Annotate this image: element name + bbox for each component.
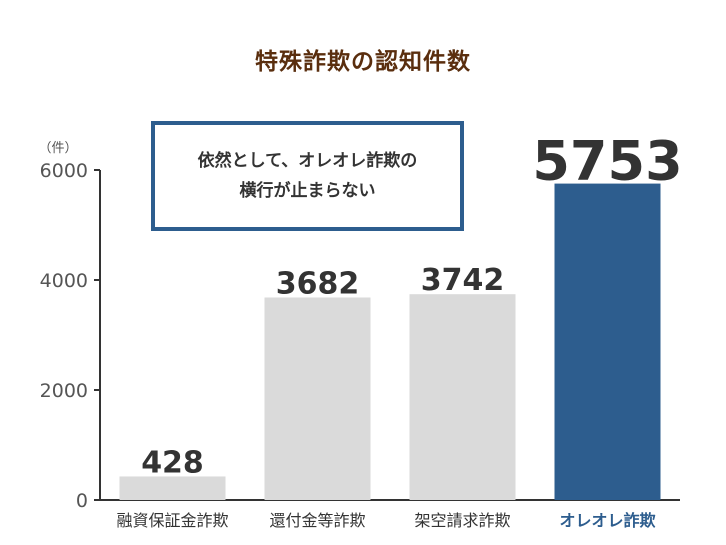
bar <box>119 476 226 500</box>
bar-value-label: 5753 <box>532 130 682 193</box>
x-tick-label: 融資保証金詐欺 <box>116 511 228 530</box>
bar <box>409 294 516 500</box>
bar-value-label: 3742 <box>421 263 505 298</box>
bar-value-label: 3682 <box>276 266 360 301</box>
y-tick-label: 0 <box>76 490 88 512</box>
x-tick-label: 還付金等詐欺 <box>269 511 365 530</box>
bar <box>554 183 661 500</box>
y-tick-label: 4000 <box>40 270 88 292</box>
x-tick-label: オレオレ詐欺 <box>559 511 655 530</box>
x-tick-label: 架空請求詐欺 <box>414 511 510 530</box>
y-tick-label: 2000 <box>40 380 88 402</box>
annotation-box: 依然として、オレオレ詐欺の 横行が止まらない <box>151 121 464 231</box>
chart-title: 特殊詐欺の認知件数 <box>255 49 471 75</box>
bar-value-label: 428 <box>141 445 204 480</box>
bar <box>264 297 371 500</box>
y-tick-label: 6000 <box>40 160 88 182</box>
y-axis-unit-label: （件） <box>38 141 77 156</box>
annotation-text: 依然として、オレオレ詐欺の 横行が止まらない <box>197 151 418 201</box>
